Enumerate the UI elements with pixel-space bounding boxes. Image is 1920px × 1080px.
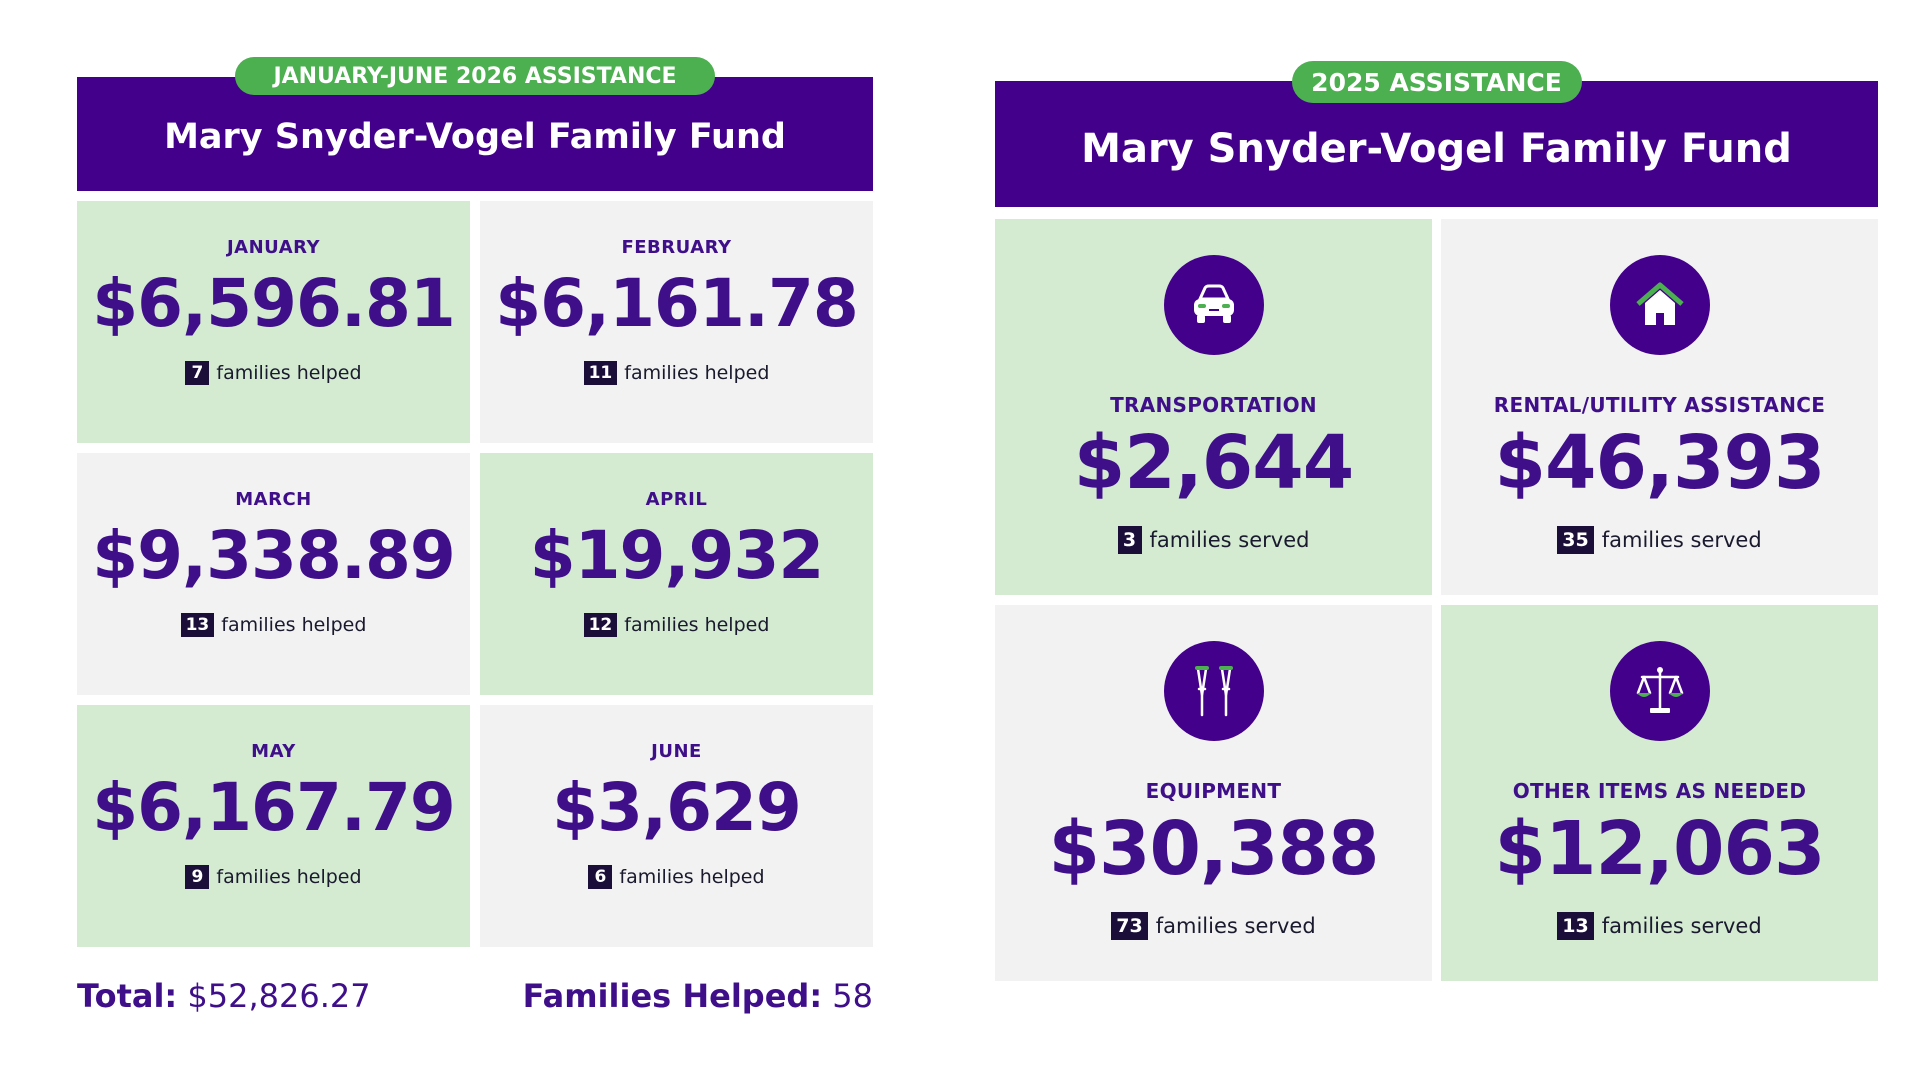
- families-helped: 6 families helped: [588, 864, 765, 889]
- category-amount: $12,063: [1494, 806, 1825, 892]
- families-served-text: families served: [1601, 914, 1762, 939]
- month-label: MAY: [251, 741, 296, 762]
- month-amount: $6,161.78: [495, 265, 859, 342]
- families-helped: 11 families helped: [583, 360, 770, 385]
- car-icon: [1163, 255, 1264, 355]
- families-count-badge: 9: [185, 864, 210, 889]
- families-count-badge: 3: [1117, 526, 1142, 555]
- category-amount: $30,388: [1048, 806, 1379, 892]
- families-helped: 12 families helped: [583, 612, 770, 637]
- category-card-equipment: EQUIPMENT $30,388 73 families served: [995, 605, 1432, 981]
- month-card-february: FEBRUARY $6,161.78 11 families helped: [480, 201, 873, 443]
- category-amount: $46,393: [1494, 420, 1825, 506]
- month-card-january: JANUARY $6,596.81 7 families helped: [77, 201, 470, 443]
- families-served: 35 families served: [1557, 526, 1762, 555]
- month-amount: $19,932: [529, 517, 825, 594]
- families-served: 73 families served: [1111, 912, 1316, 941]
- families-helped-text: families helped: [619, 865, 765, 888]
- families-count-badge: 11: [583, 360, 618, 385]
- category-grid: TRANSPORTATION $2,644 3 families served …: [995, 219, 1878, 981]
- month-amount: $3,629: [552, 769, 802, 846]
- total-amount: Total: $52,826.27: [77, 977, 371, 1015]
- category-card-transportation: TRANSPORTATION $2,644 3 families served: [995, 219, 1432, 595]
- families-served-text: families served: [1601, 528, 1762, 553]
- scales-icon: [1609, 641, 1710, 741]
- families-served-text: families served: [1155, 914, 1316, 939]
- month-card-may: MAY $6,167.79 9 families helped: [77, 705, 470, 947]
- families-total-value: 58: [832, 977, 873, 1015]
- month-amount: $6,167.79: [92, 769, 456, 846]
- families-helped-text: families helped: [216, 865, 362, 888]
- total-value: $52,826.27: [187, 977, 371, 1015]
- families-total-label: Families Helped:: [522, 977, 823, 1015]
- month-label: APRIL: [645, 489, 708, 510]
- month-label: FEBRUARY: [621, 237, 732, 258]
- families-count-badge: 35: [1557, 526, 1594, 555]
- month-amount: $6,596.81: [92, 265, 456, 342]
- families-count-badge: 6: [588, 864, 613, 889]
- fund-title: Mary Snyder-Vogel Family Fund: [77, 77, 873, 191]
- families-served: 3 families served: [1117, 526, 1310, 555]
- category-label: EQUIPMENT: [1145, 779, 1282, 803]
- month-label: JANUARY: [226, 237, 321, 258]
- families-count-badge: 13: [1557, 912, 1594, 941]
- families-helped-text: families helped: [221, 613, 367, 636]
- crutches-icon: [1163, 641, 1264, 741]
- month-label: MARCH: [235, 489, 312, 510]
- families-helped: 13 families helped: [180, 612, 367, 637]
- month-card-june: JUNE $3,629 6 families helped: [480, 705, 873, 947]
- category-label: RENTAL/UTILITY ASSISTANCE: [1493, 393, 1826, 417]
- period-tag: JANUARY-JUNE 2026 ASSISTANCE: [235, 57, 715, 95]
- families-helped-text: families helped: [624, 613, 770, 636]
- category-label: OTHER ITEMS AS NEEDED: [1512, 779, 1807, 803]
- house-icon: [1609, 255, 1710, 355]
- fund-title: Mary Snyder-Vogel Family Fund: [995, 81, 1878, 207]
- category-card-other-items: OTHER ITEMS AS NEEDED $12,063 13 familie…: [1441, 605, 1878, 981]
- families-helped-text: families helped: [216, 361, 362, 384]
- families-count-badge: 7: [185, 360, 210, 385]
- monthly-grid: JANUARY $6,596.81 7 families helped FEBR…: [77, 201, 873, 947]
- families-served-text: families served: [1149, 528, 1310, 553]
- families-helped-text: families helped: [624, 361, 770, 384]
- totals-row: Total: $52,826.27 Families Helped: 58: [77, 972, 873, 1020]
- families-count-badge: 73: [1111, 912, 1148, 941]
- category-label: TRANSPORTATION: [1110, 393, 1317, 417]
- total-families: Families Helped: 58: [523, 977, 873, 1015]
- month-label: JUNE: [651, 741, 702, 762]
- month-card-april: APRIL $19,932 12 families helped: [480, 453, 873, 695]
- families-count-badge: 12: [583, 612, 618, 637]
- month-card-march: MARCH $9,338.89 13 families helped: [77, 453, 470, 695]
- families-count-badge: 13: [180, 612, 215, 637]
- year-tag: 2025 ASSISTANCE: [1291, 61, 1582, 103]
- category-card-rental-utility: RENTAL/UTILITY ASSISTANCE $46,393 35 fam…: [1441, 219, 1878, 595]
- category-amount: $2,644: [1073, 420, 1355, 506]
- month-amount: $9,338.89: [92, 517, 456, 594]
- families-helped: 7 families helped: [185, 360, 362, 385]
- families-served: 13 families served: [1557, 912, 1762, 941]
- families-helped: 9 families helped: [185, 864, 362, 889]
- total-label: Total:: [77, 977, 178, 1015]
